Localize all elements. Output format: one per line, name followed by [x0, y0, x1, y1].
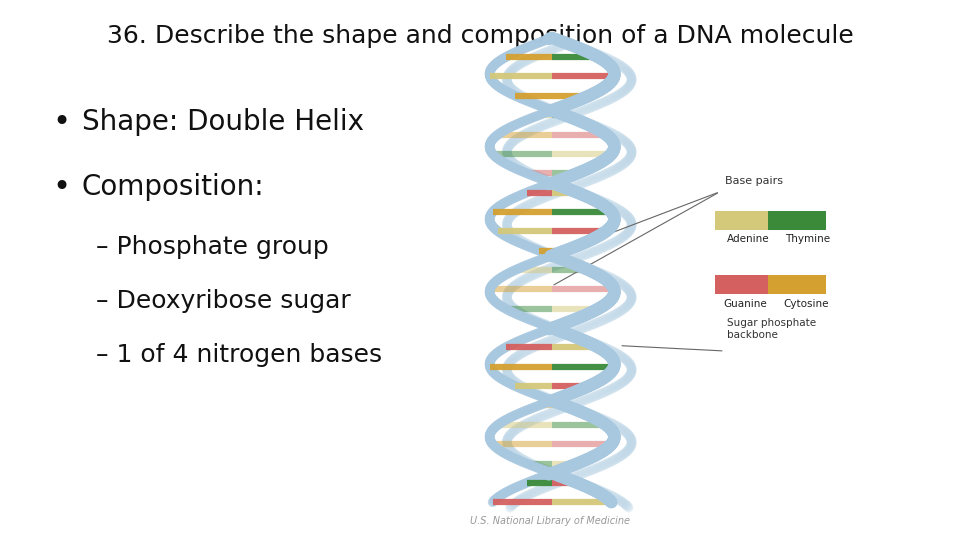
Text: – Phosphate group: – Phosphate group: [96, 235, 328, 259]
Text: – 1 of 4 nitrogen bases: – 1 of 4 nitrogen bases: [96, 343, 382, 367]
Text: •: •: [53, 108, 71, 137]
Text: Shape: Double Helix: Shape: Double Helix: [82, 108, 364, 136]
Text: Base pairs: Base pairs: [725, 176, 782, 186]
Text: Composition:: Composition:: [82, 173, 264, 201]
Text: Guanine: Guanine: [723, 299, 767, 309]
Text: 36. Describe the shape and composition of a DNA molecule: 36. Describe the shape and composition o…: [107, 24, 853, 48]
Bar: [768, 211, 826, 229]
Text: •: •: [53, 173, 71, 202]
Text: U.S. National Library of Medicine: U.S. National Library of Medicine: [470, 516, 631, 526]
Bar: [768, 275, 826, 294]
Text: Cytosine: Cytosine: [783, 299, 828, 309]
Text: Sugar phosphate
backbone: Sugar phosphate backbone: [727, 318, 816, 340]
Bar: [715, 211, 768, 229]
Text: – Deoxyribose sugar: – Deoxyribose sugar: [96, 289, 350, 313]
Text: Thymine: Thymine: [785, 234, 830, 244]
Bar: [715, 275, 768, 294]
Text: Adenine: Adenine: [727, 234, 769, 244]
